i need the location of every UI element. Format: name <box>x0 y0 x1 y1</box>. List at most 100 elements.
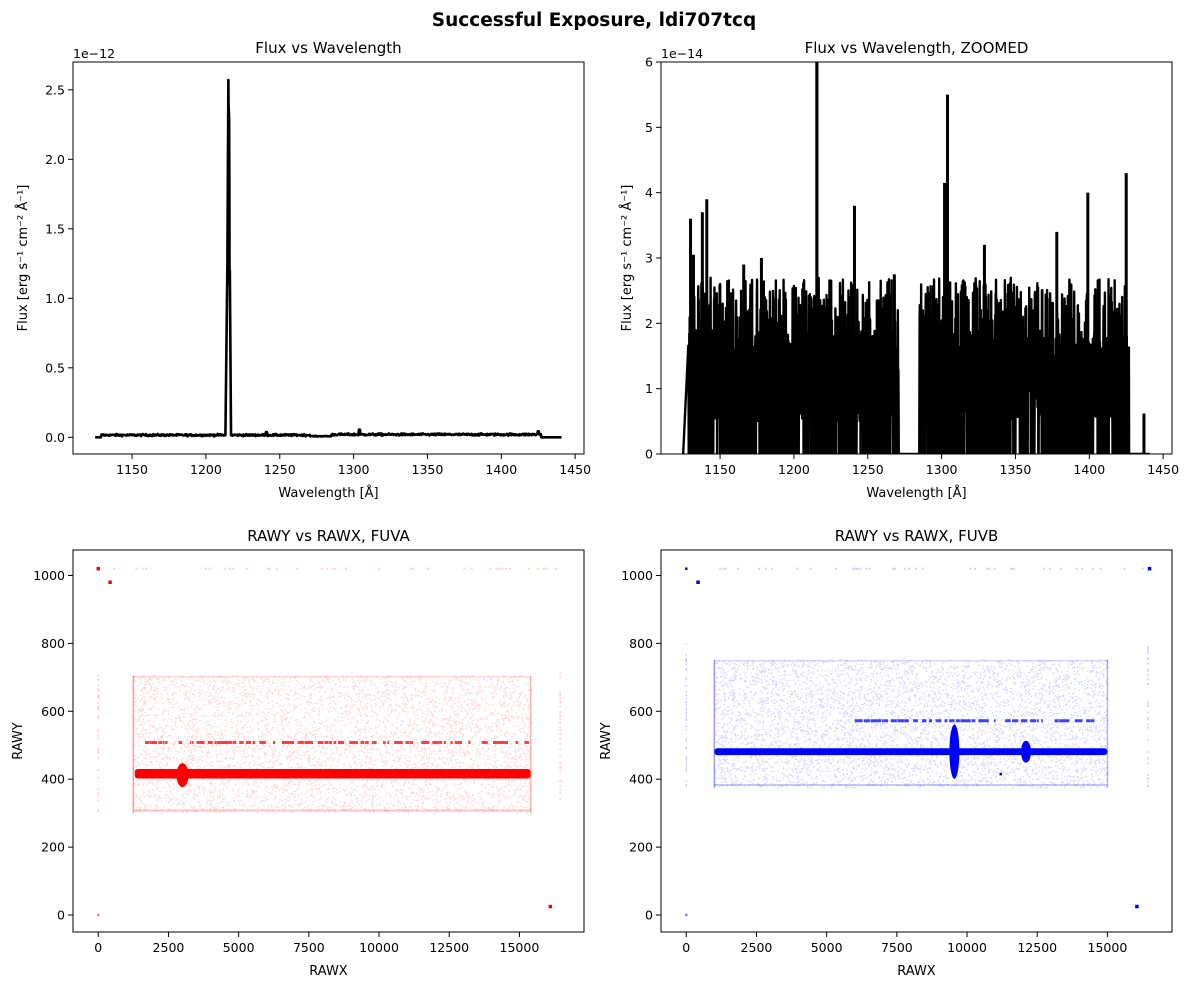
y-tick-label-5: 800 <box>41 636 65 651</box>
x-axis-label: Wavelength [Å] <box>866 485 966 501</box>
x-tick-label-2: 1200 <box>778 462 810 477</box>
x-tick-label-6: 1400 <box>485 462 517 477</box>
x-tick-label-6: 1400 <box>1073 462 1105 477</box>
trace-blob <box>176 763 189 788</box>
chart-title: RAWY vs RAWX, FUVA <box>247 527 410 545</box>
hotspot-marker-1 <box>108 580 112 585</box>
x-tick-label-6: 12500 <box>429 940 469 955</box>
axes-frame <box>72 61 585 455</box>
hotspot-marker-6 <box>999 772 1002 776</box>
y-offset-text: 1e−12 <box>73 46 115 61</box>
y-tick-label-4: 600 <box>629 704 653 719</box>
hotspot-marker-4 <box>97 913 100 917</box>
x-tick-label-4: 7500 <box>881 940 913 955</box>
flux-series-line <box>681 276 1150 454</box>
geocoronal-feature <box>949 724 960 779</box>
hotspot-marker-2 <box>548 904 553 909</box>
x-tick-label-1: 1150 <box>116 462 148 477</box>
x-tick-label-5: 1350 <box>412 462 444 477</box>
x-tick-label-3: 5000 <box>223 940 255 955</box>
y-tick-label-6: 2.5 <box>45 82 65 97</box>
hotspot-marker-5 <box>685 913 688 917</box>
x-tick-label-4: 1300 <box>926 462 958 477</box>
x-tick-label-4: 7500 <box>293 940 325 955</box>
active-area-edges <box>132 675 532 814</box>
x-tick-label-7: 15000 <box>500 940 540 955</box>
spectrum-trace <box>714 748 1108 756</box>
hotspot-marker-3 <box>1147 566 1152 571</box>
chart-title: RAWY vs RAWX, FUVB <box>835 527 999 545</box>
y-tick-label-4: 3 <box>645 251 653 266</box>
axes-frame <box>72 549 585 933</box>
x-tick-label-1: 0 <box>682 940 690 955</box>
hotspot-marker-1 <box>696 580 700 585</box>
x-tick-label-7: 15000 <box>1088 940 1128 955</box>
chart-panel-2: 1150 1200 1250 1300 1350 1400 1450 0 1 2 3 4 5 6 1e−14… <box>619 39 1179 501</box>
axes-frame <box>660 549 1173 933</box>
plot-area <box>94 78 563 439</box>
x-tick-label-4: 1300 <box>338 462 370 477</box>
y-tick-label-6: 1000 <box>621 568 653 583</box>
y-tick-label-6: 1000 <box>33 568 65 583</box>
stray-counts <box>97 672 561 812</box>
x-tick-label-7: 1450 <box>1147 462 1179 477</box>
y-tick-label-7: 6 <box>645 55 653 70</box>
y-axis-label: RAWY <box>599 722 614 760</box>
plot-area <box>685 566 1152 917</box>
background-counts <box>714 659 1109 789</box>
y-axis-label: Flux [erg s⁻¹ cm⁻² Å⁻¹] <box>15 185 31 332</box>
y-tick-label-1: 0 <box>645 908 653 923</box>
y-tick-label-3: 400 <box>41 772 65 787</box>
active-area-edges <box>713 659 1109 788</box>
x-tick-label-6: 12500 <box>1017 940 1057 955</box>
chart-title: Flux vs Wavelength, ZOOMED <box>805 39 1029 57</box>
x-tick-label-2: 1200 <box>190 462 222 477</box>
x-tick-label-2: 2500 <box>153 940 185 955</box>
x-tick-label-5: 10000 <box>359 940 399 955</box>
x-tick-label-7: 1450 <box>559 462 591 477</box>
y-tick-label-3: 400 <box>629 772 653 787</box>
stray-counts <box>685 643 1149 787</box>
y-tick-label-2: 200 <box>41 840 65 855</box>
y-tick-label-3: 2 <box>645 316 653 331</box>
x-tick-label-1: 0 <box>94 940 102 955</box>
x-tick-label-3: 5000 <box>811 940 843 955</box>
flux-series-line <box>94 78 563 439</box>
y-axis-label: RAWY <box>11 722 26 760</box>
x-tick-label-1: 1150 <box>704 462 736 477</box>
y-tick-label-2: 200 <box>629 840 653 855</box>
y-tick-label-4: 600 <box>41 704 65 719</box>
plot-area <box>681 62 1150 454</box>
y-tick-label-1: 0 <box>57 908 65 923</box>
y-tick-label-6: 5 <box>645 120 653 135</box>
hotspot-marker-4 <box>685 567 688 570</box>
y-tick-label-5: 4 <box>645 185 653 200</box>
x-tick-label-2: 2500 <box>741 940 773 955</box>
background-counts <box>133 675 533 814</box>
x-tick-label-5: 10000 <box>947 940 987 955</box>
y-tick-label-5: 800 <box>629 636 653 651</box>
y-tick-label-1: 0.0 <box>45 430 65 445</box>
figure-title: Successful Exposure, ldi707tcq <box>432 10 756 31</box>
x-tick-label-3: 1250 <box>852 462 884 477</box>
plot-area <box>96 566 561 917</box>
chart-panel-4: 0 2500 5000 7500 10000 12500 15000 0 200 400 600 80… <box>599 527 1173 979</box>
chart-panel-3: 0 2500 5000 7500 10000 12500 15000 0 200 400 600 80… <box>11 527 585 979</box>
y-tick-label-2: 0.5 <box>45 360 65 375</box>
y-tick-label-4: 1.5 <box>45 221 65 236</box>
y-tick-label-2: 1 <box>645 381 653 396</box>
x-tick-label-3: 1250 <box>264 462 296 477</box>
hotspot-marker-2 <box>1135 904 1139 909</box>
chart-title: Flux vs Wavelength <box>255 39 401 57</box>
hotspot-marker-3 <box>96 566 101 571</box>
y-tick-label-1: 0 <box>645 447 653 462</box>
x-tick-label-5: 1350 <box>1000 462 1032 477</box>
x-axis-label: RAWX <box>897 964 936 979</box>
trace-blob <box>1021 740 1031 763</box>
y-axis-label: Flux [erg s⁻¹ cm⁻² Å⁻¹] <box>619 185 635 332</box>
y-tick-label-3: 1.0 <box>45 291 65 306</box>
spectrum-trace <box>134 769 531 779</box>
x-axis-label: RAWX <box>309 964 348 979</box>
y-tick-label-5: 2.0 <box>45 152 65 167</box>
